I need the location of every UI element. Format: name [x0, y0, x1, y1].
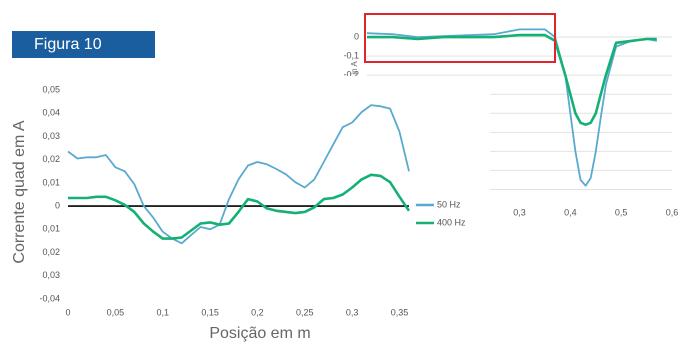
- highlight-box: [364, 13, 556, 63]
- x-tick-label: 0,1: [156, 307, 169, 317]
- x-tick-label: 0,25: [296, 307, 314, 317]
- y-tick-label: 0,01: [42, 224, 60, 234]
- y-tick-label: -0,04: [39, 293, 60, 303]
- x-tick-label: 0,35: [391, 307, 409, 317]
- main-panel: [0, 76, 490, 345]
- series-line: [366, 28, 657, 187]
- series-line: [68, 173, 411, 240]
- y-axis-title: in A: [350, 61, 359, 75]
- y-tick-label: 0,04: [42, 108, 60, 118]
- x-tick-label: 0,2: [251, 307, 264, 317]
- legend-label: 50 Hz: [437, 199, 461, 209]
- x-tick-label: 0: [65, 307, 70, 317]
- x-tick-label: 0,3: [346, 307, 359, 317]
- y-tick-label: -0,1: [343, 50, 359, 60]
- y-tick-label: 0,03: [42, 270, 60, 280]
- y-tick-label: 0,03: [42, 131, 60, 141]
- x-tick-label: 0,5: [615, 207, 628, 217]
- main-chart: 0,05 0,04 0,03 0,02 0,01 0 0,01 0,02 0,03 -0,04 0 0…: [11, 84, 466, 342]
- series-line: [367, 33, 657, 126]
- x-tick-label: 0,05: [107, 307, 125, 317]
- y-axis-title: Corrente quad em A: [11, 120, 28, 264]
- y-tick-label: 0,02: [42, 154, 60, 164]
- legend-label: 400 Hz: [437, 217, 466, 227]
- x-axis-title: Posição em m: [209, 325, 310, 342]
- y-tick-label: -0,2: [343, 70, 359, 80]
- x-tick-label: 0,4: [564, 207, 577, 217]
- x-tick-label: 0,6: [666, 207, 679, 217]
- y-tick-label: 0,05: [42, 84, 60, 94]
- y-tick-label: 0: [55, 200, 60, 210]
- figure-label: Figura 10: [34, 36, 102, 53]
- y-tick-label: 0: [354, 31, 359, 41]
- y-tick-label: 0,01: [42, 177, 60, 187]
- x-tick-label: 0,15: [201, 307, 219, 317]
- y-tick-label: 0,02: [42, 247, 60, 257]
- series-line: [67, 104, 410, 245]
- x-tick-label: 0,3: [513, 207, 526, 217]
- figure-label-box: [12, 31, 155, 58]
